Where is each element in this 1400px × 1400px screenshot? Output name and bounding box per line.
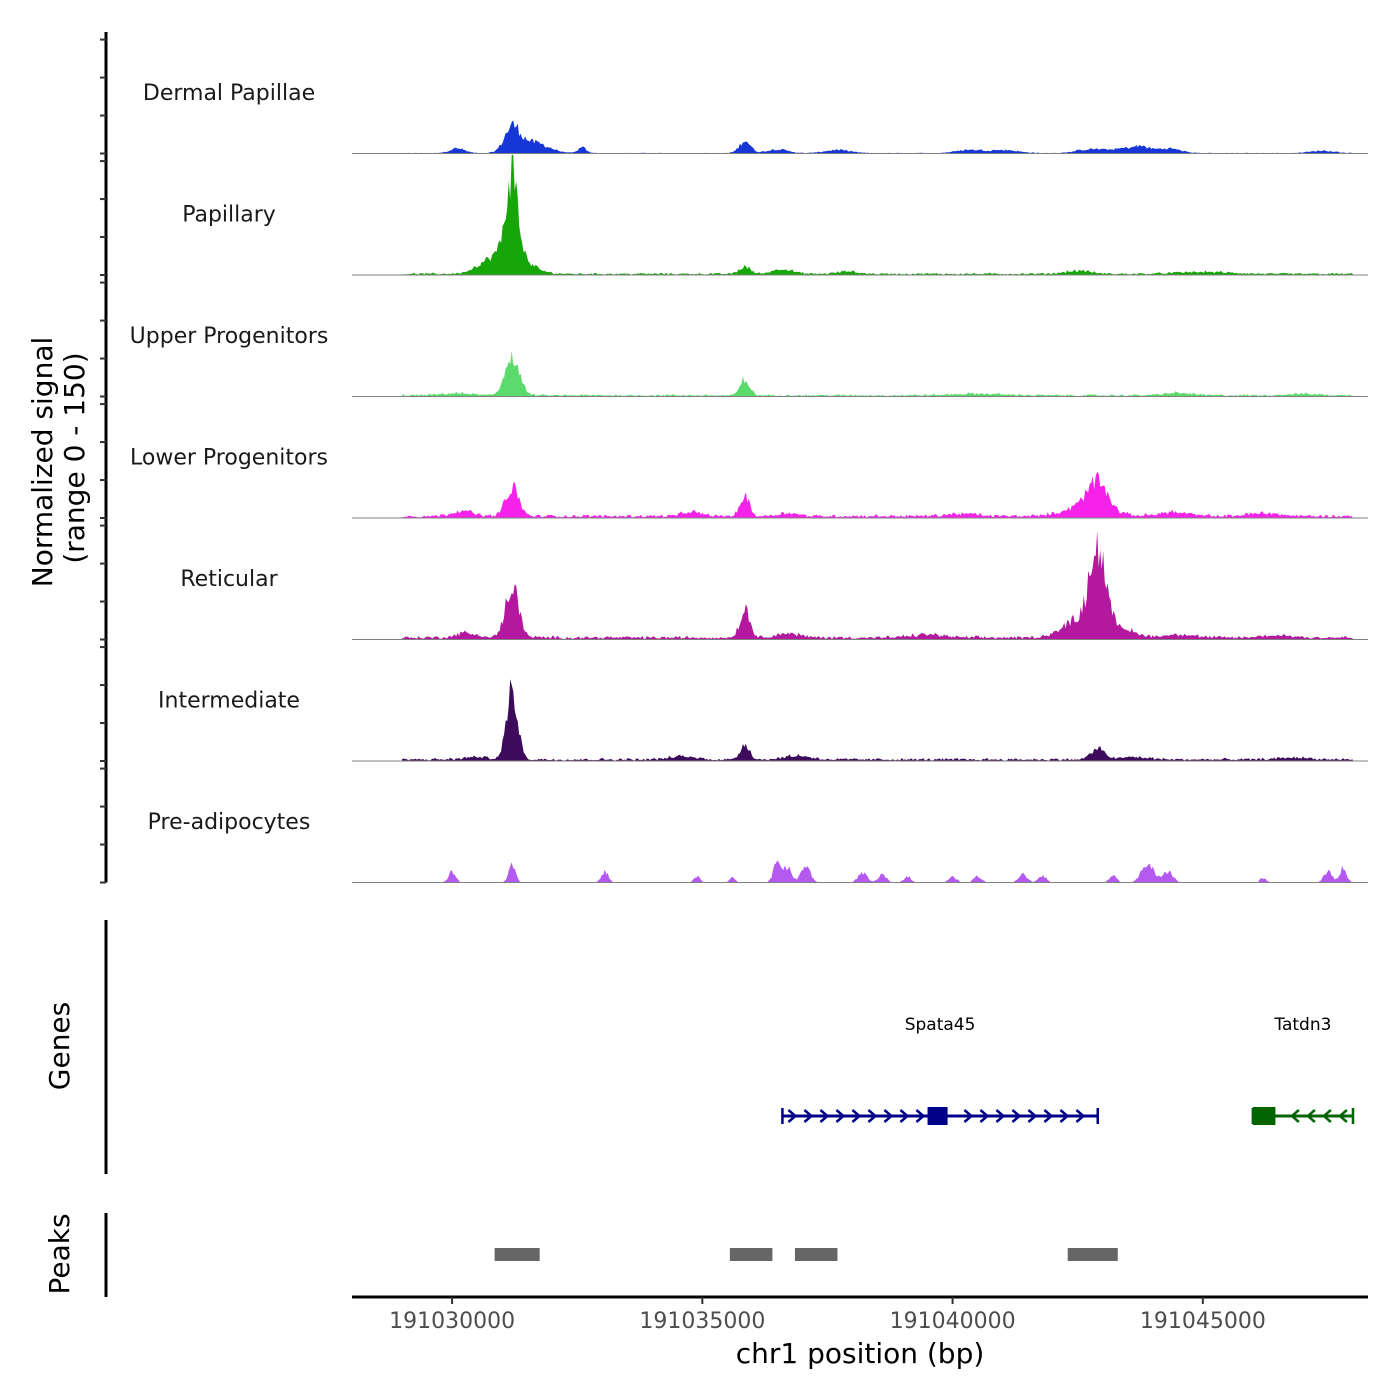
track-label: Papillary (182, 203, 276, 228)
coverage-y-axis-range: (range 0 - 150) (58, 352, 91, 563)
x-axis-tick-label: 191040000 (890, 1309, 1016, 1334)
track-label: Pre-adipocytes (148, 810, 311, 835)
strand-arrow (1289, 1109, 1300, 1123)
strand-arrow (1011, 1109, 1022, 1123)
x-axis-tick-label: 191030000 (389, 1309, 515, 1334)
peak-region (494, 1248, 540, 1261)
strand-arrow (995, 1109, 1006, 1123)
strand-arrow (1305, 1109, 1316, 1123)
coverage-track: Lower Progenitors (130, 446, 1368, 519)
coverage-track: Pre-adipocytes (148, 810, 1368, 883)
strand-arrow (963, 1109, 974, 1123)
peak-region (794, 1248, 838, 1261)
strand-arrow (1043, 1109, 1054, 1123)
gene-model: Tatdn3 (1251, 1015, 1355, 1125)
strand-arrow (979, 1109, 990, 1123)
coverage-track: Upper Progenitors (130, 324, 1368, 397)
coverage-signal (402, 120, 1353, 154)
strand-arrow (1027, 1109, 1038, 1123)
strand-arrow (835, 1109, 846, 1123)
strand-arrow (1321, 1109, 1332, 1123)
coverage-signal (402, 860, 1353, 883)
peak-region (1067, 1248, 1118, 1261)
strand-arrow (867, 1109, 878, 1123)
gene-label: Tatdn3 (1273, 1015, 1331, 1035)
x-axis: 191030000 191035000 191040000 191045000 (352, 1295, 1368, 1334)
coverage-y-axis-title: Normalized signal (26, 337, 59, 588)
strand-arrow (1337, 1109, 1348, 1123)
track-label: Reticular (180, 567, 278, 592)
strand-arrow (803, 1109, 814, 1123)
track-label: Dermal Papillae (143, 81, 315, 106)
strand-arrow (787, 1109, 798, 1123)
strand-arrow (883, 1109, 894, 1123)
coverage-signal (402, 350, 1353, 397)
gene-exon (1252, 1107, 1276, 1125)
gene-exon (927, 1107, 948, 1125)
x-axis-title: chr1 position (bp) (736, 1337, 985, 1370)
coverage-track: Dermal Papillae (143, 81, 1368, 154)
genes-panel: Spata45 Tatdn3 (104, 920, 1355, 1174)
strand-arrow (851, 1109, 862, 1123)
coverage-track: Papillary (182, 154, 1368, 276)
strand-arrow (819, 1109, 830, 1123)
coverage-signal (402, 471, 1353, 518)
coverage-track: Intermediate (158, 679, 1368, 762)
coverage-panel: Dermal Papillae Papillary Upper Progenitor… (100, 32, 1368, 884)
peaks-panel (104, 1213, 1118, 1297)
strand-arrow (899, 1109, 910, 1123)
x-axis-tick-label: 191035000 (639, 1309, 765, 1334)
x-axis-tick-label: 191045000 (1140, 1309, 1266, 1334)
peaks-y-axis-title: Peaks (43, 1213, 76, 1294)
strand-arrow (1059, 1109, 1070, 1123)
coverage-signal (402, 154, 1353, 275)
coverage-signal (402, 530, 1353, 640)
strand-arrow (915, 1109, 926, 1123)
track-label: Intermediate (158, 689, 300, 714)
coverage-track: Reticular (180, 530, 1368, 640)
gene-model: Spata45 (781, 1015, 1099, 1125)
gene-label: Spata45 (905, 1015, 976, 1035)
strand-arrow (1075, 1109, 1086, 1123)
peak-region (729, 1248, 773, 1261)
track-label: Upper Progenitors (130, 324, 329, 349)
genes-y-axis-title: Genes (43, 1002, 76, 1090)
coverage-signal (402, 679, 1353, 761)
track-label: Lower Progenitors (130, 446, 328, 471)
